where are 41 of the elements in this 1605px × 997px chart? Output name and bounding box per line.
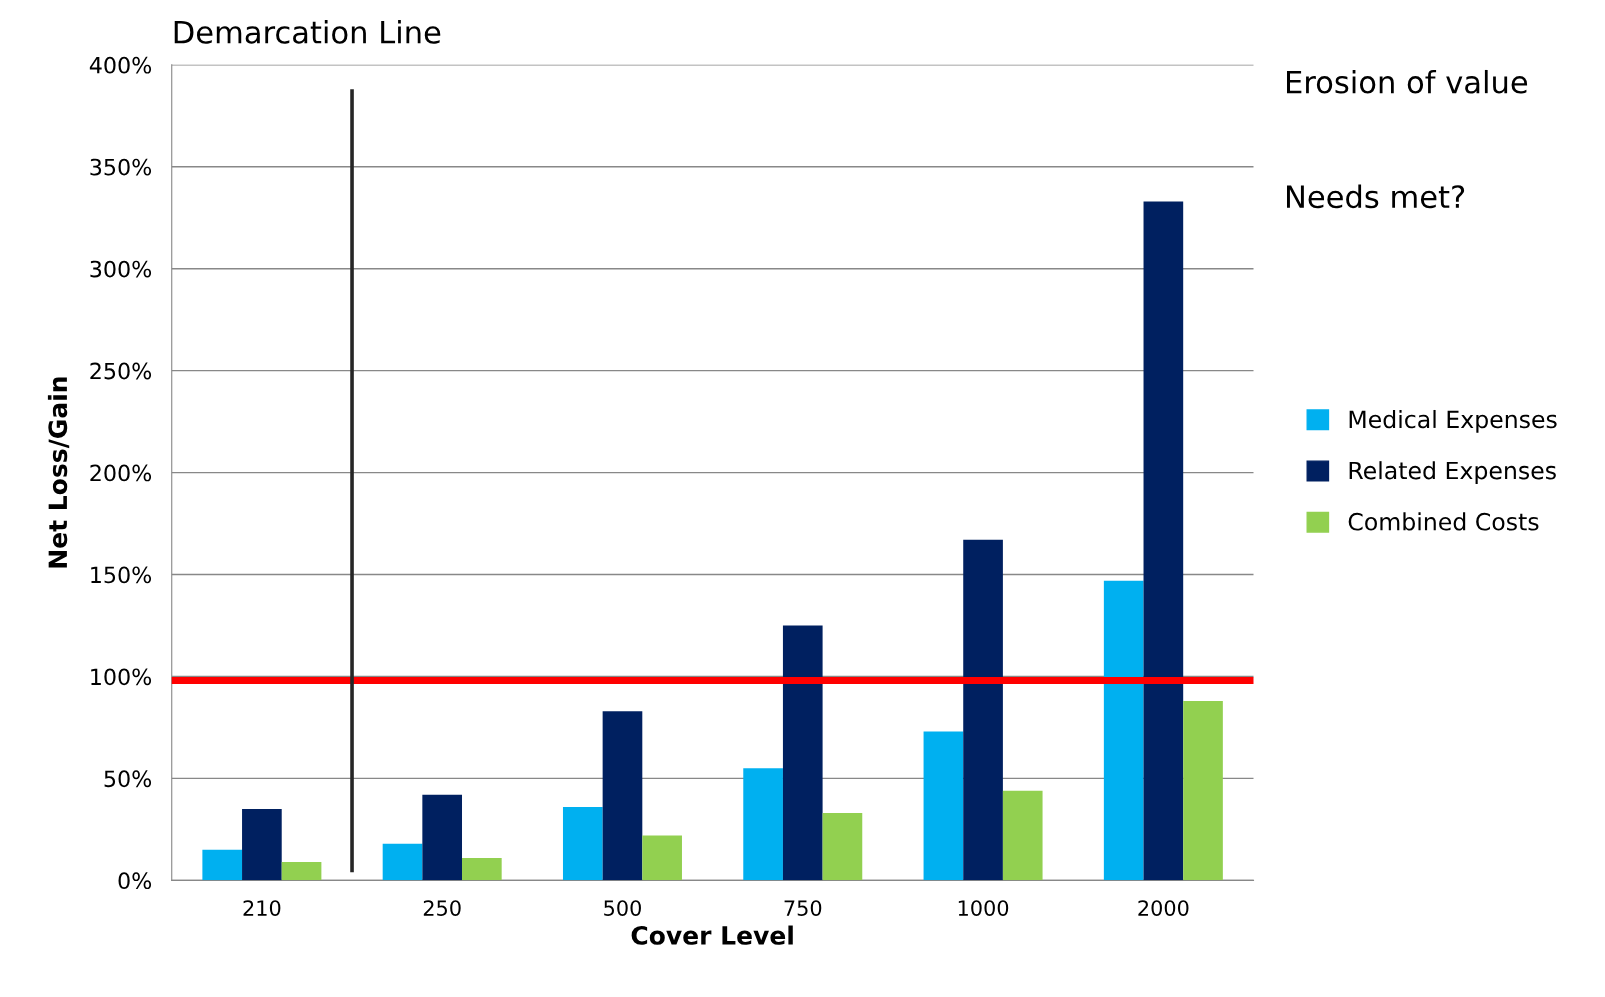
y-tick-label: 0%: [118, 872, 152, 890]
bar: [1002, 790, 1043, 881]
chart-title: Demarcation Line: [174, 20, 441, 44]
bar: [382, 843, 423, 881]
legend-label: Medical Expenses: [1349, 409, 1557, 433]
bar: [642, 835, 682, 881]
bar: [422, 794, 463, 881]
y-tick-label: 300%: [90, 260, 152, 278]
x-tick-label: 500: [604, 900, 641, 916]
y-tick-label: 50%: [104, 770, 152, 788]
bar: [963, 539, 1003, 881]
bar: [602, 711, 643, 881]
y-tick-label: 400%: [89, 56, 152, 74]
x-tick-label: 2000: [1138, 900, 1189, 916]
bar: [923, 731, 964, 881]
bar: [281, 862, 322, 881]
bar: [822, 813, 863, 881]
legend-label: Related Expenses: [1349, 461, 1556, 485]
text: Erosion of value: [1287, 69, 1528, 94]
legend-label: Combined Costs: [1348, 512, 1539, 531]
bar: [743, 768, 783, 881]
bar: [1103, 580, 1144, 881]
y-axis-title: Net Loss/Gain: [47, 377, 70, 568]
bar: [562, 806, 603, 881]
y-tick-label: 100%: [91, 668, 152, 686]
x-tick-label: 750: [784, 900, 822, 916]
bar: [202, 849, 243, 881]
x-tick-label: 1000: [958, 900, 1009, 916]
x-axis-title: Cover Level: [631, 925, 793, 945]
x-tick-label: 250: [423, 900, 461, 916]
bar: [782, 625, 823, 881]
bar: [1183, 700, 1223, 881]
bar: [462, 857, 502, 881]
y-tick-label: 250%: [90, 362, 152, 380]
x-tick-label: 210: [243, 900, 281, 916]
y-tick-label: 200%: [90, 464, 152, 482]
y-tick-label: 350%: [90, 158, 152, 176]
bar: [1143, 201, 1184, 881]
text: Needs met?: [1287, 184, 1465, 209]
y-tick-label: 150%: [91, 566, 152, 584]
bar: [242, 808, 282, 881]
